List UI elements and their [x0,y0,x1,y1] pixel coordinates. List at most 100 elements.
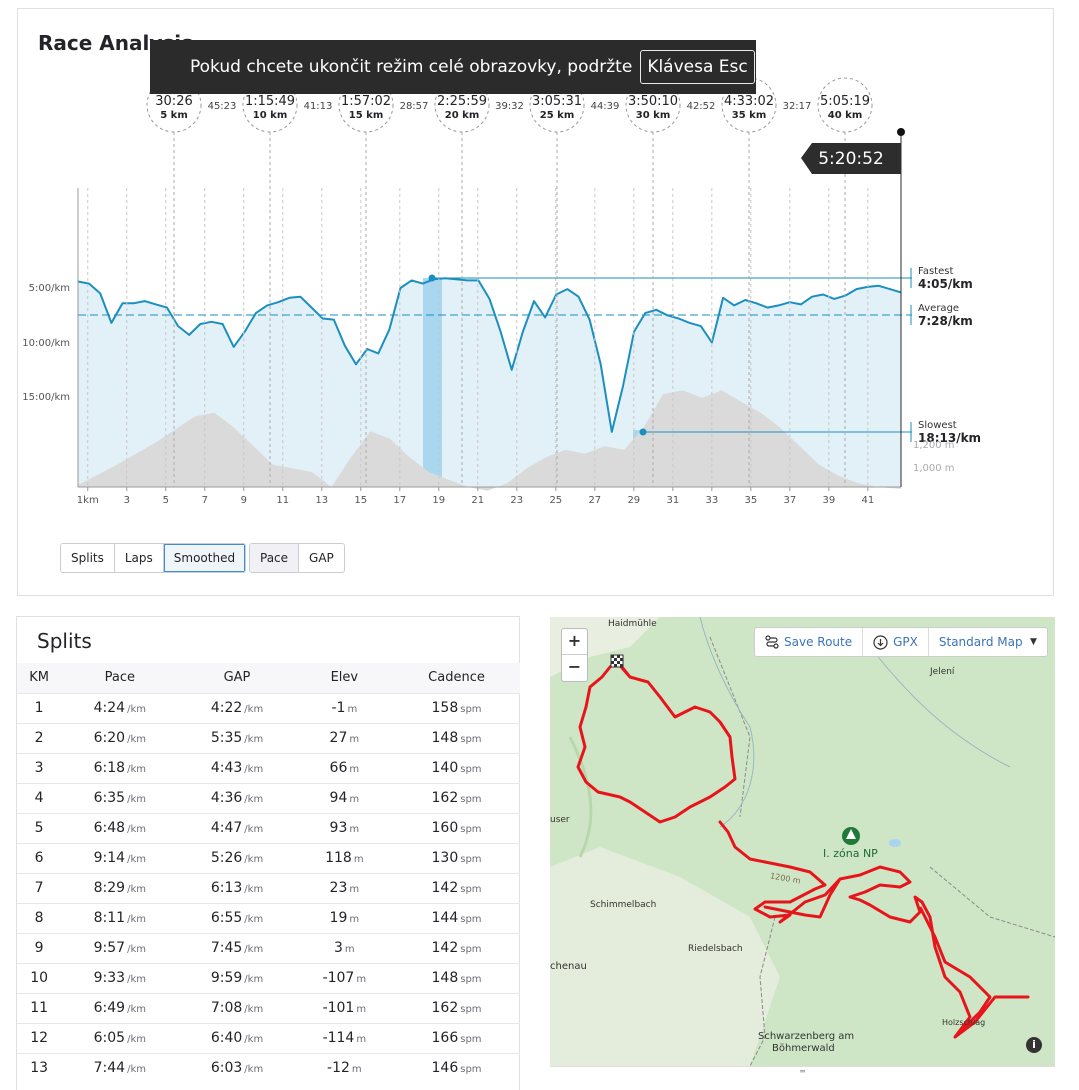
gap-cell-unit: /km [244,914,264,925]
cadence-cell: 140 spm [393,752,520,783]
cadence-column-header[interactable]: Cadence [393,663,520,693]
fastest-point[interactable] [428,274,436,282]
route-line [918,906,992,1039]
gap-metric-button[interactable]: GAP [299,544,344,572]
zoom-control: + − [561,628,588,682]
cadence-cell-value: 146 [431,1060,459,1077]
stream [699,617,755,828]
cadence-cell: 130 spm [393,842,520,873]
milestone-marker[interactable] [817,77,873,133]
gap-cell: 6:55/km [178,902,296,933]
terrain-line [568,736,593,858]
cadence-cell-value: 130 [431,850,459,866]
elev-cell: 66 m [295,752,394,783]
cadence-cell: 166 spm [393,1022,520,1053]
x-tick-label: 9 [241,495,247,506]
elev-cell-unit: m [356,974,367,985]
gpx-download-button[interactable]: GPX [863,628,929,656]
save-route-button[interactable]: Save Route [755,628,864,656]
km-column-header[interactable]: KM [17,663,62,693]
map-type-dropdown[interactable]: Standard Map ▼ [929,628,1047,656]
gap-column-header[interactable]: GAP [178,663,296,693]
pace-cell-value: 9:33 [93,970,126,986]
fastest-km-highlight [423,278,442,487]
gap-cell-unit: /km [244,734,264,745]
km-cell: 4 [17,782,62,813]
pace-cell-unit: /km [127,884,146,895]
view-toggle-group: Splits Laps Smoothed [60,543,247,573]
map-canvas[interactable] [550,617,1055,1066]
pace-cell: 9:14/km [61,842,179,873]
zoom-out-button[interactable]: − [567,657,582,676]
map-resize-handle[interactable]: ═ [550,1066,1055,1076]
y-tick-label: 10:00/km [22,338,70,349]
x-tick-label: 35 [744,495,757,506]
x-tick-label: 33 [705,495,718,506]
milestone-distance: 30 km [636,110,670,121]
map-label-user: user [550,815,570,825]
cadence-cell: 148 spm [393,962,520,993]
km-cell-value: 1 [34,700,44,716]
table-row: 8 8:11/km 6:55/km 19 m 144 spm [17,902,520,933]
gap-cell-value: 9:59 [210,970,243,986]
pace-cell: 8:29/km [61,872,179,903]
km-cell: 12 [17,1022,62,1053]
slowest-label: Slowest [918,420,957,431]
x-tick-label: 13 [315,495,328,506]
gap-cell-value: 6:03 [210,1060,243,1077]
x-tick-label: 1km [77,495,99,506]
gap-cell-value: 5:26 [210,850,243,866]
pace-cell: 9:57/km [61,932,179,963]
elev-column-header[interactable]: Elev [295,663,394,693]
cadence-cell-value: 166 [431,1030,459,1046]
km-cell-value: 13 [30,1060,49,1077]
pace-metric-button[interactable]: Pace [250,544,300,572]
gap-cell-unit: /km [244,794,264,805]
gap-cell: 5:26/km [178,842,296,873]
gap-cell-value: 5:35 [210,730,243,746]
elev-cell: -12 m [295,1052,394,1083]
table-row: 7 8:29/km 6:13/km 23 m 142 spm [17,872,520,903]
gap-cell-unit: /km [244,974,264,985]
x-tick-label: 11 [276,495,289,506]
splits-view-button[interactable]: Splits [61,544,115,572]
smoothed-view-button[interactable]: Smoothed [163,544,246,572]
gap-cell: 5:35/km [178,722,296,753]
milestone-time: 30:26 [155,94,192,109]
laps-view-button[interactable]: Laps [114,544,164,572]
pace-cell-value: 8:11 [93,910,126,926]
segment-time: 44:39 [591,101,620,112]
finish-point [897,128,905,136]
gap-cell: 7:08/km [178,992,296,1023]
segment-time: 41:13 [304,101,333,112]
gap-cell-unit: /km [244,944,264,955]
elev-cell-value: 118 [325,850,352,866]
pace-cell-unit: /km [127,944,146,955]
zoom-in-button[interactable]: + [562,629,587,655]
pace-line[interactable] [77,277,902,433]
x-tick-label: 31 [666,495,679,506]
gap-cell: 4:22/km [178,692,296,723]
cadence-cell-unit: spm [460,734,482,745]
fastest-value: 4:05/km [918,277,973,291]
map-label-schwarzenberg: Schwarzenberg am [758,1031,855,1042]
milestone-time: 4:33:02 [724,94,774,109]
checkered-flag-icon [611,655,623,667]
pace-cell-value: 7:44 [93,1060,126,1077]
table-row: 10 9:33/km 9:59/km -107 m 148 spm [17,962,520,993]
km-cell-value: 12 [30,1030,49,1046]
pace-cell: 6:49/km [61,992,179,1023]
pace-cell-unit: /km [127,704,146,715]
x-tick-label: 7 [202,495,208,506]
route-map[interactable]: Haidmühle Jelení user I. zóna NP 1200 m … [550,617,1055,1066]
map-label-schimmelbach: Schimmelbach [590,900,657,910]
table-row: 3 6:18/km 4:43/km 66 m 140 spm [17,752,520,783]
slowest-point[interactable] [639,428,647,436]
pace-cell-unit: /km [127,794,146,805]
pace-cell-value: 4:24 [93,700,126,716]
info-icon[interactable]: i [1026,1037,1042,1053]
cadence-cell-value: 160 [431,820,459,836]
pace-cell-value: 6:18 [93,760,126,776]
pace-column-header[interactable]: Pace [61,663,179,693]
elev-cell-unit: m [349,884,360,895]
